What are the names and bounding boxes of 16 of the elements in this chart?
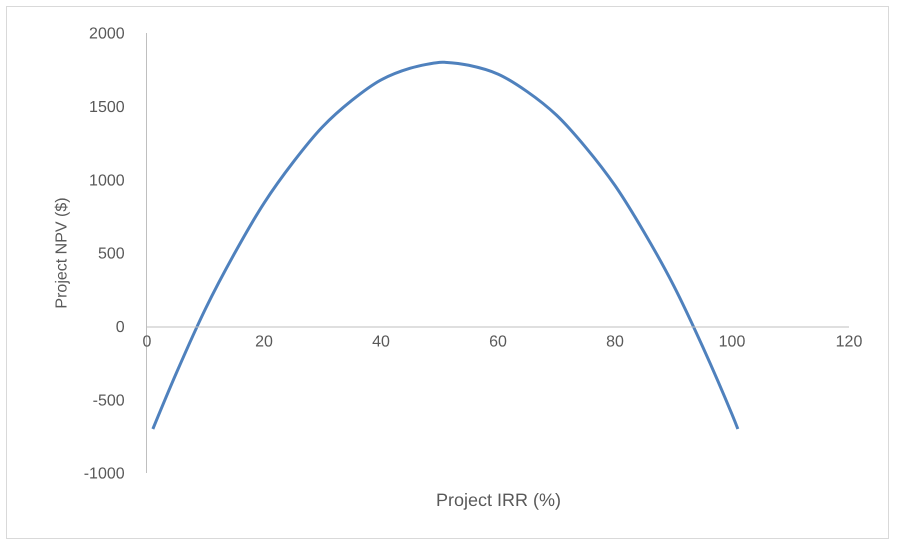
y-tick-label: 2000 <box>89 26 125 43</box>
x-tick-label: 80 <box>606 334 624 351</box>
x-tick-label: 100 <box>718 334 746 351</box>
y-tick-label: 1000 <box>89 172 125 190</box>
y-tick-label: 1500 <box>89 98 125 116</box>
x-tick-label: 120 <box>836 334 862 351</box>
y-tick-label: 500 <box>98 246 125 263</box>
x-tick-label: 0 <box>142 334 152 351</box>
y-tick-label: 0 <box>116 318 125 336</box>
x-tick-label: 20 <box>255 334 273 351</box>
y-tick-label: -500 <box>92 392 125 410</box>
y-axis-title: Project NPV ($) <box>54 197 71 309</box>
x-tick-label: 60 <box>489 334 507 351</box>
y-tick-label: -1000 <box>84 466 125 483</box>
x-axis-title: Project IRR (%) <box>436 490 562 510</box>
x-tick-label: 40 <box>372 334 390 351</box>
